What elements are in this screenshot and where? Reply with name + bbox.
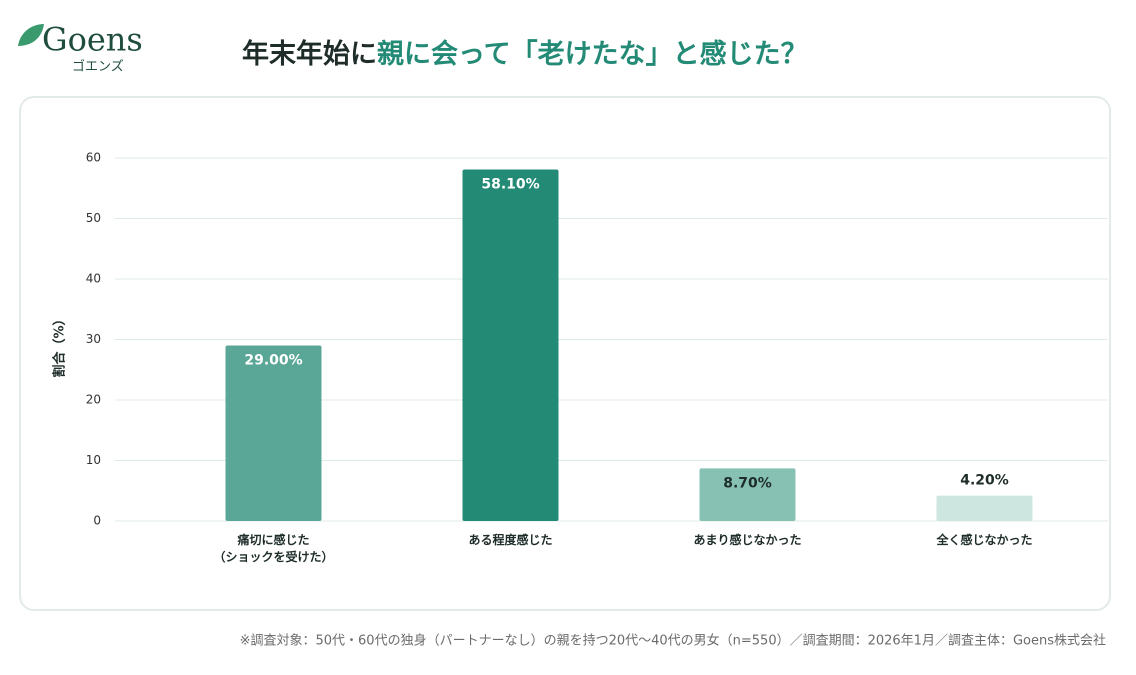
y-tick-label: 10 [86,453,101,467]
value-label: 29.00% [244,353,302,369]
x-tick-label: 痛切に感じた （ショックを受けた） [213,533,334,564]
x-tick-label: ある程度感じた [468,533,553,547]
y-tick-label: 50 [86,211,101,225]
y-tick-label: 60 [86,151,101,165]
y-tick-label: 30 [86,332,101,346]
title-lead: 年末年始に [242,38,377,70]
source-note: ※調査対象：50代・60代の独身（パートナーなし）の親を持つ20代〜40代の男女… [240,633,1106,649]
y-tick-label: 0 [93,514,101,528]
value-label: 4.20% [960,473,1009,489]
title-highlight: 親に会って「老けたな」と感じた？ [377,38,808,70]
logo-leaf [18,24,44,46]
y-tick-label: 20 [86,393,101,407]
value-label: 58.10% [481,176,539,192]
bar [225,345,322,521]
x-tick-label: 全く感じなかった [936,533,1033,547]
bar [699,468,796,521]
x-tick-label: あまり感じなかった [693,533,802,547]
logo-name: Goens [42,21,143,59]
bar [936,495,1033,521]
logo-kana: ゴエンズ [72,59,124,75]
y-axis-label: 割合（%） [52,312,68,377]
bar [462,169,559,521]
value-label: 8.70% [723,475,772,491]
y-tick-label: 40 [86,272,101,286]
chart-title: 年末年始に親に会って「老けたな」と感じた？ [242,38,808,70]
